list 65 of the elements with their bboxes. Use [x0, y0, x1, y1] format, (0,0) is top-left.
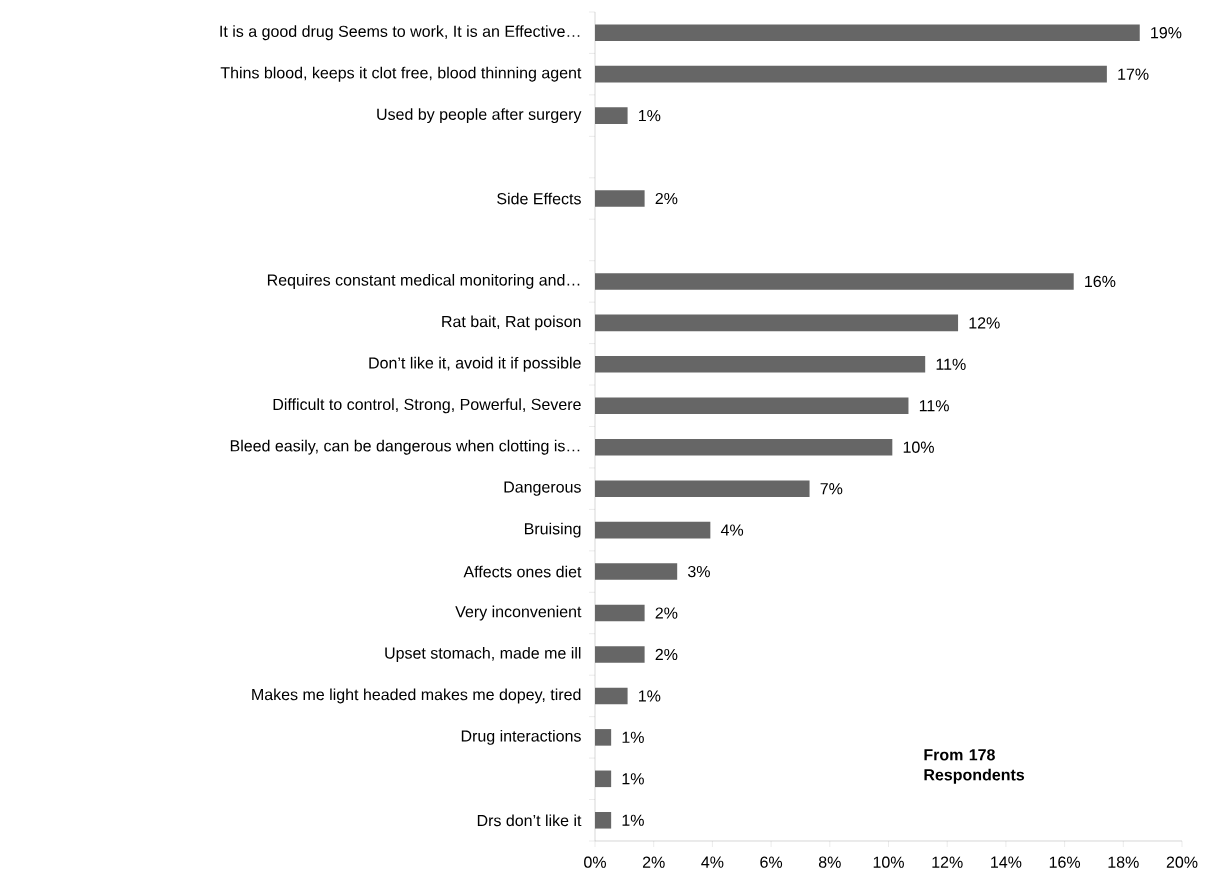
y-tick-label: Bleed easily, can be dangerous when clotting is… [230, 439, 580, 455]
bar [595, 604, 645, 622]
bar [595, 107, 628, 124]
y-tick-label: Makes me light headed makes me dopey, tired [252, 688, 581, 704]
x-tick-label: 0% [584, 856, 606, 868]
data-label: 2% [655, 192, 678, 205]
data-label: 1% [622, 731, 644, 743]
x-tick-label: 8% [818, 856, 841, 868]
data-label: 19% [1151, 27, 1182, 39]
x-tick-label: 20% [1166, 856, 1198, 868]
data-label: 1% [622, 814, 644, 826]
bar [595, 397, 909, 415]
data-label: 16% [1085, 275, 1116, 288]
data-label: 2% [655, 607, 678, 619]
bar [595, 521, 711, 539]
y-tick-label: Dangerous [504, 481, 581, 496]
x-tick-label: 16% [1049, 856, 1081, 868]
bar [595, 190, 645, 207]
bar [595, 438, 893, 456]
bar [595, 24, 1140, 42]
data-label: 7% [820, 483, 843, 495]
y-tick-label: Drs don’t like it [477, 814, 582, 827]
bar [595, 356, 926, 373]
x-tick-label: 2% [642, 856, 665, 868]
y-tick-label: Rat bait, Rat poison [442, 315, 581, 331]
bar [595, 314, 959, 332]
x-tick-label: 12% [932, 856, 963, 868]
bar [595, 770, 612, 788]
bar [595, 480, 810, 497]
y-tick-label: It is a good drug Seems to work, It is an Effective… [220, 25, 580, 41]
bar [595, 563, 678, 580]
data-label: 1% [639, 690, 661, 702]
y-tick-label: Very inconvenient [455, 605, 582, 621]
x-tick-label: 6% [760, 856, 783, 868]
data-label: 1% [639, 110, 661, 122]
y-tick-label: Don’t like it, avoid it if possible [369, 356, 581, 372]
y-tick-label: Used by people after surgery [377, 108, 582, 124]
y-tick-label: Side Effects [497, 192, 581, 205]
bar [595, 273, 1074, 290]
y-tick-label: Bruising [524, 522, 581, 538]
y-tick-label: Requires constant medical monitoring and… [267, 273, 580, 289]
data-label: 12% [969, 317, 1000, 329]
data-label: 2% [655, 648, 678, 661]
y-tick-label: Drug interactions [461, 729, 581, 745]
data-label: 10% [903, 441, 934, 453]
data-label: 3% [688, 565, 710, 578]
x-tick-label: 10% [873, 856, 904, 868]
x-tick-label: 14% [991, 856, 1022, 868]
data-label: 17% [1118, 68, 1149, 80]
bar [595, 687, 628, 705]
bar [595, 729, 612, 746]
data-label: 11% [936, 358, 966, 370]
y-tick-label: Difficult to control, Strong, Powerful, Severe [273, 398, 581, 414]
y-tick-label: Upset stomach, made me ill [385, 647, 581, 662]
y-tick-label: Thins blood, keeps it clot free, blood thinning agent [220, 66, 582, 82]
annotation: From 178 Respondents [924, 749, 1025, 784]
data-label: 1% [622, 773, 644, 785]
x-tick-label: 18% [1108, 856, 1139, 868]
bar [595, 65, 1107, 83]
bar [595, 811, 612, 829]
data-label: 4% [720, 524, 744, 536]
y-tick-label: Affects ones diet [463, 565, 582, 578]
bar [595, 646, 645, 663]
x-tick-label: 4% [701, 856, 724, 868]
data-label: 11% [919, 400, 949, 412]
